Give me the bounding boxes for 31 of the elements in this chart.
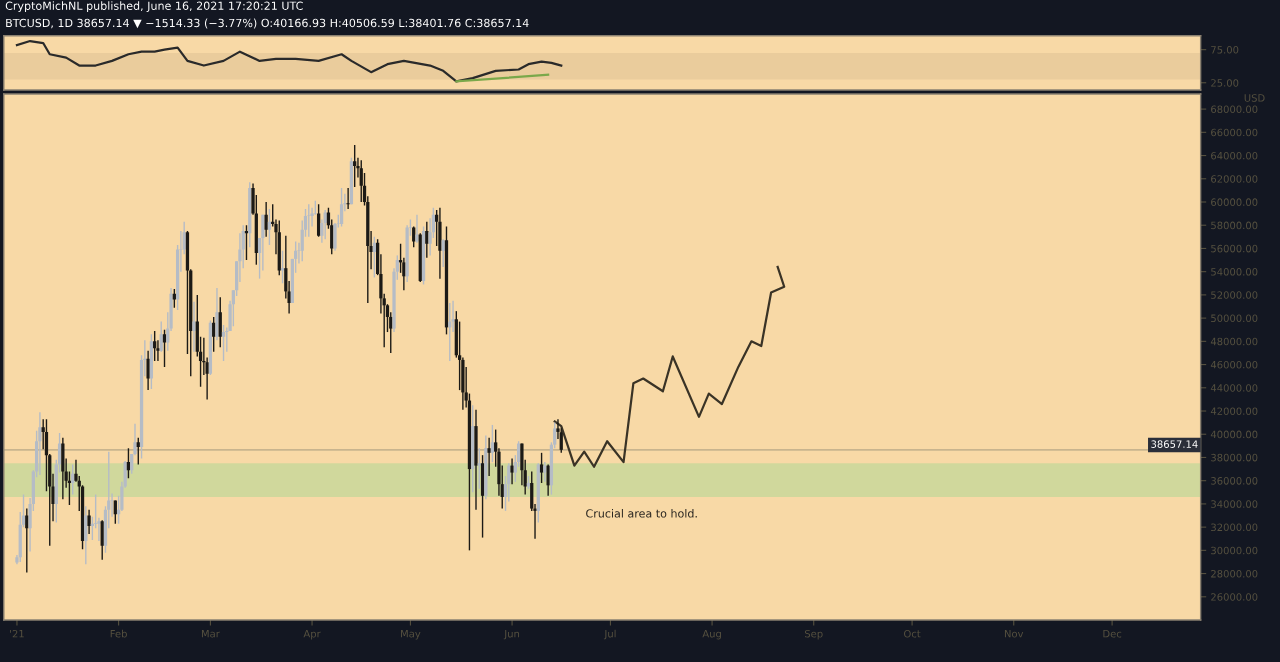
candlestick <box>349 157 354 206</box>
line-series <box>15 39 563 83</box>
candlestick <box>418 232 422 283</box>
candlestick <box>159 320 163 353</box>
candlestick <box>218 296 222 348</box>
candlestick <box>38 411 42 476</box>
candlestick <box>316 203 321 238</box>
candlestick <box>192 301 196 353</box>
line-series <box>553 265 786 468</box>
candlestick <box>520 442 524 487</box>
candlestick <box>149 333 154 390</box>
candlestick <box>156 339 160 362</box>
candlestick <box>280 250 285 284</box>
candlestick <box>162 329 167 368</box>
candlestick <box>323 209 327 240</box>
candlestick <box>441 238 445 268</box>
candlestick <box>510 457 514 485</box>
candlestick <box>474 409 478 511</box>
candlestick <box>264 201 268 238</box>
candlestick <box>490 424 495 463</box>
candlestick <box>320 218 324 244</box>
candlestick <box>261 214 265 272</box>
candlestick <box>333 222 337 252</box>
candlestick <box>389 311 393 354</box>
candlestick <box>146 349 150 391</box>
candlestick <box>359 159 363 203</box>
candlestick <box>257 237 262 280</box>
candlestick <box>238 232 242 283</box>
candlestick <box>307 203 311 238</box>
candlestick <box>487 437 491 477</box>
candlestick <box>559 427 563 454</box>
